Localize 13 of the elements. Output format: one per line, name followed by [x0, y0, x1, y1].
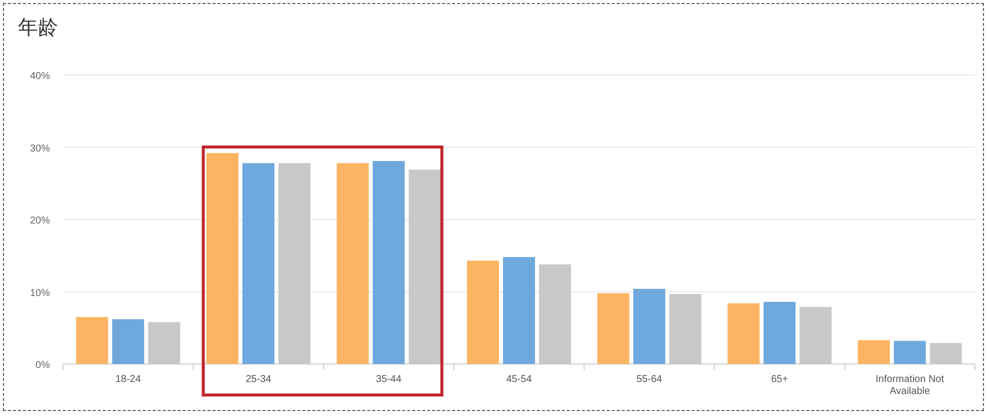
- title: 年龄: [18, 17, 58, 39]
- y-tick-label: 30%: [30, 143, 50, 154]
- x-tick-label: 65+: [771, 374, 788, 385]
- x-tick-label: 18-24: [115, 374, 142, 385]
- x-tick-label: 35-44: [376, 374, 402, 385]
- y-tick-label: 0%: [36, 360, 50, 371]
- x-tick-label: 45-54: [506, 374, 532, 385]
- x-tick-label: 25-34: [246, 374, 272, 385]
- y-tick-label: 20%: [30, 216, 50, 226]
- y-tick-label: 40%: [30, 71, 50, 82]
- x-tick-label: Information Not Available: [876, 374, 944, 397]
- x-tick-label: 55-64: [636, 374, 663, 385]
- y-tick-label: 10%: [30, 288, 50, 299]
